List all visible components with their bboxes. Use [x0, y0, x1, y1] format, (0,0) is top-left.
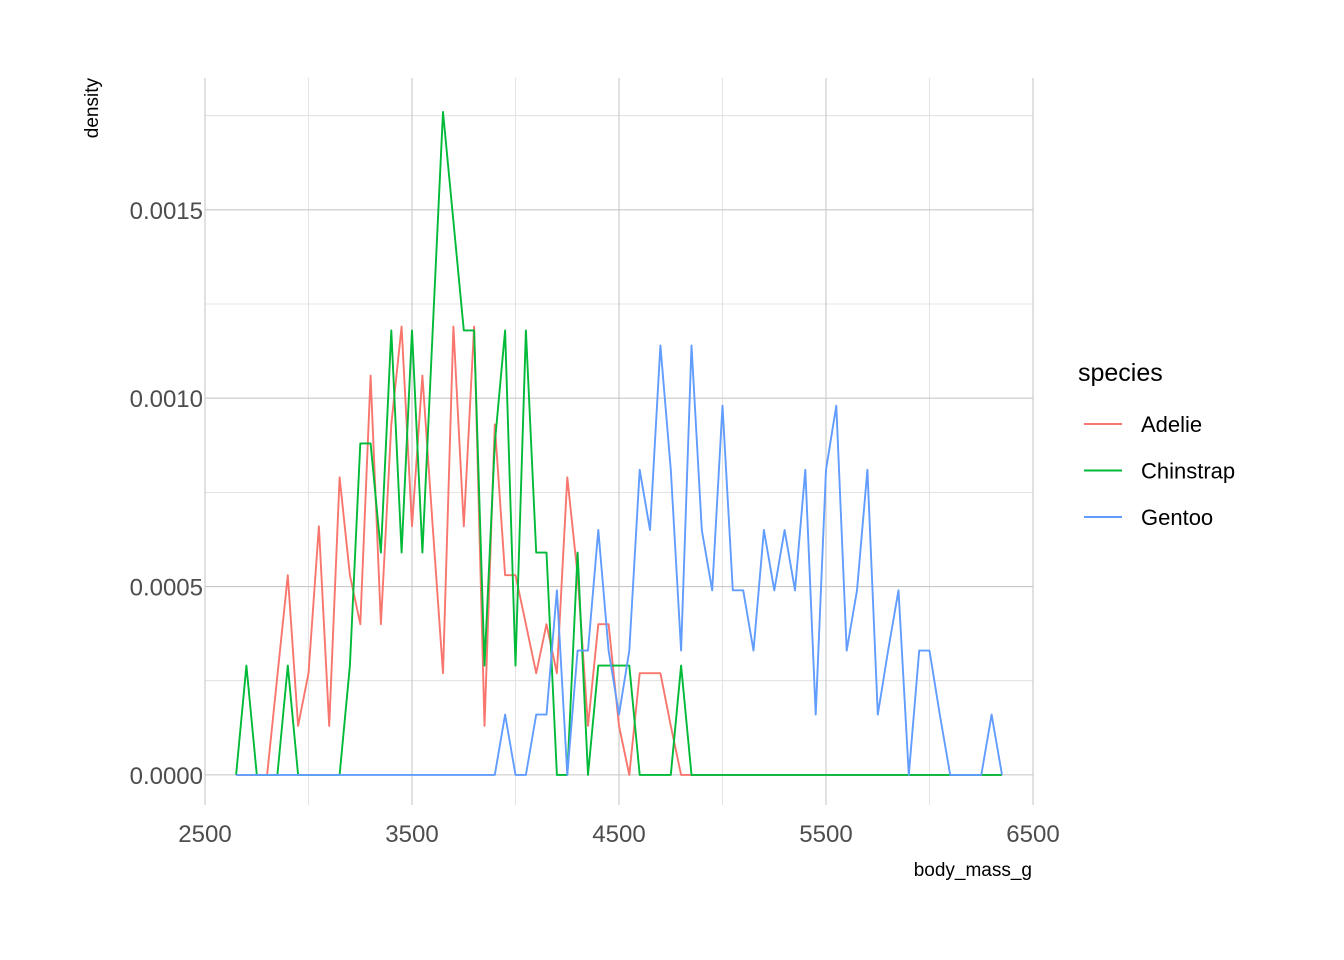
x-axis-ticks: 2500 3500 4500 5500 6500: [178, 821, 1059, 848]
x-tick-label: 4500: [592, 821, 645, 848]
legend-title: species: [1078, 359, 1163, 387]
y-tick-label: 0.0000: [130, 763, 203, 790]
legend-items: Adelie Chinstrap Gentoo: [1084, 412, 1235, 530]
legend: species Adelie Chinstrap Gentoo: [1078, 359, 1235, 530]
x-tick-label: 2500: [178, 821, 231, 848]
legend-label-adelie: Adelie: [1141, 412, 1202, 437]
x-tick-label: 6500: [1006, 821, 1059, 848]
y-tick-label: 0.0015: [130, 198, 203, 225]
series-line-chinstrap: [235, 110, 1002, 776]
x-axis-title: body_mass_g: [914, 860, 1032, 881]
y-tick-label: 0.0010: [130, 386, 203, 413]
x-tick-label: 5500: [799, 821, 852, 848]
y-axis-ticks: 0.0000 0.0005 0.0010 0.0015: [130, 198, 203, 790]
y-tick-label: 0.0005: [130, 575, 203, 602]
legend-label-gentoo: Gentoo: [1141, 505, 1213, 530]
major-gridlines: [204, 78, 1034, 805]
series-lines: [235, 110, 1003, 776]
series-line-gentoo: [236, 344, 1003, 776]
legend-label-chinstrap: Chinstrap: [1141, 459, 1235, 484]
y-axis-title: density: [82, 78, 103, 139]
x-tick-label: 3500: [385, 821, 438, 848]
